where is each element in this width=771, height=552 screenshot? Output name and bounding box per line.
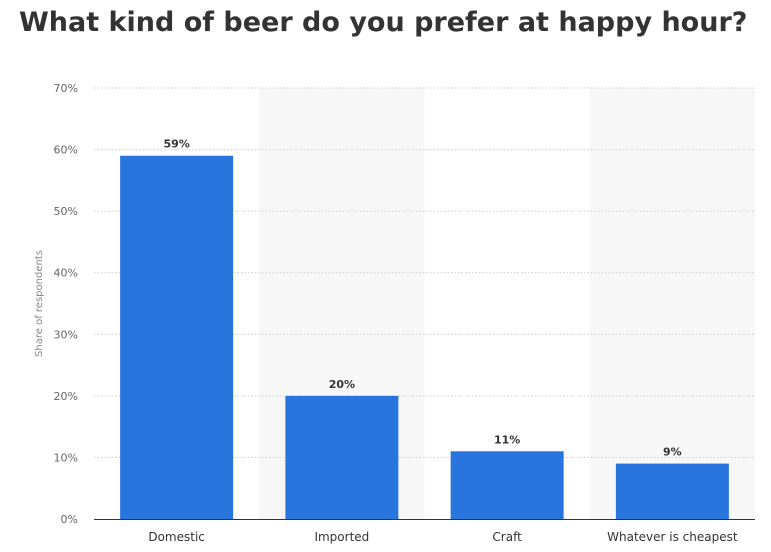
category-band	[589, 88, 755, 519]
data-labels: 59% 20% 11% 9%	[163, 138, 681, 459]
bar	[120, 155, 234, 519]
x-axis-labels: Domestic Imported Craft Whatever is cheapes…	[148, 530, 738, 544]
x-tick-label: Craft	[492, 530, 522, 544]
gridlines	[94, 87, 755, 458]
y-axis-ticks: 0% 10% 20% 30% 40% 50% 60% 70%	[54, 82, 78, 526]
bar	[285, 395, 399, 519]
y-tick-label: 40%	[54, 267, 78, 280]
y-tick-label: 0%	[61, 513, 78, 526]
data-label: 20%	[329, 378, 355, 391]
y-tick-label: 50%	[54, 205, 78, 218]
y-tick-label: 10%	[54, 451, 78, 464]
data-label: 9%	[663, 446, 682, 459]
bars	[120, 155, 729, 519]
x-tick-label: Imported	[314, 530, 369, 544]
chart-title: What kind of beer do you prefer at happy…	[19, 7, 748, 38]
y-tick-label: 30%	[54, 328, 78, 341]
data-label: 59%	[163, 138, 189, 151]
bar	[450, 451, 564, 519]
y-axis-title: Share of respondents	[34, 250, 45, 357]
bar	[615, 463, 729, 519]
y-tick-label: 20%	[54, 390, 78, 403]
category-bands	[259, 88, 755, 519]
data-label: 11%	[494, 433, 520, 446]
y-tick-label: 70%	[54, 82, 78, 95]
x-tick-label: Domestic	[148, 530, 205, 544]
y-tick-label: 60%	[54, 144, 78, 157]
x-tick-label: Whatever is cheapest	[607, 530, 738, 544]
